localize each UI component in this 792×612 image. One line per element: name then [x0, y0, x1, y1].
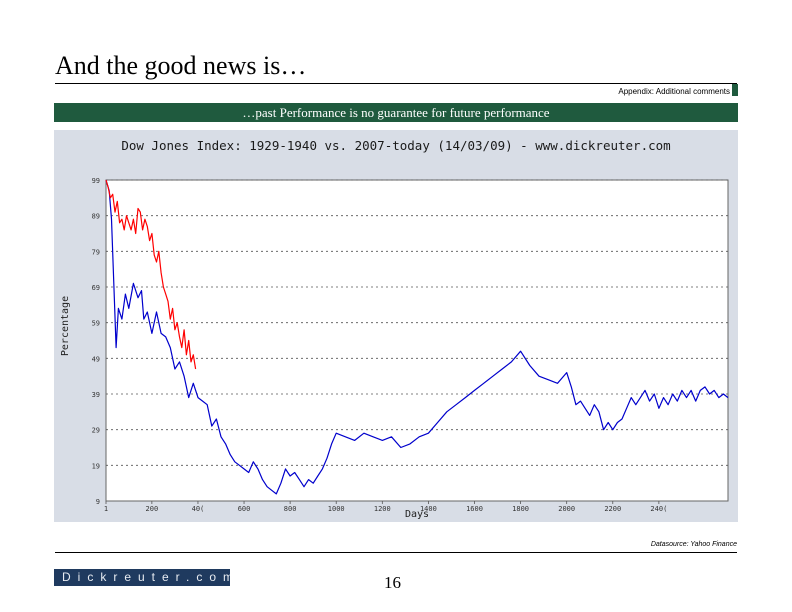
y-tick-label: 99: [92, 177, 100, 185]
title-rule: [55, 83, 737, 84]
series-line-2007-today: [105, 179, 729, 495]
page-number: 16: [384, 573, 401, 592]
x-tick-label: 40(: [192, 505, 205, 513]
x-tick-label: 600: [238, 505, 251, 513]
dow-jones-chart: Dow Jones Index: 1929-1940 vs. 2007-toda…: [54, 130, 738, 522]
chart-svg: Dow Jones Index: 1929-1940 vs. 2007-toda…: [60, 138, 729, 520]
appendix-marker: [732, 84, 738, 96]
x-tick-label: 1000: [328, 505, 345, 513]
appendix-label: Appendix: Additional comments: [618, 87, 730, 96]
y-axis-label: Percentage: [60, 296, 71, 356]
x-tick-label: 1600: [466, 505, 483, 513]
x-tick-label: 1200: [374, 505, 391, 513]
x-axis-label: Days: [405, 509, 429, 520]
plot-area: [105, 179, 729, 502]
x-tick-label: 1: [104, 505, 108, 513]
y-tick-label: 19: [92, 462, 100, 470]
chart-title: Dow Jones Index: 1929-1940 vs. 2007-toda…: [121, 138, 670, 153]
dickreuter-logo: Dickreuter.com: [54, 569, 230, 586]
x-tick-label: 2200: [604, 505, 621, 513]
grid-lines: [106, 179, 728, 466]
subtitle-banner: …past Performance is no guarantee for fu…: [54, 103, 738, 122]
y-tick-label: 69: [92, 284, 100, 292]
x-tick-label: 1800: [512, 505, 529, 513]
data-source: Datasource: Yahoo Finance: [650, 541, 737, 548]
x-tick-label: 800: [284, 505, 297, 513]
x-tick-label: 2000: [558, 505, 575, 513]
x-tick-label: 1400: [420, 505, 437, 513]
y-tick-label: 49: [92, 355, 100, 363]
y-tick-label: 79: [92, 248, 100, 256]
y-tick-label: 39: [92, 391, 100, 399]
y-tick-label: 59: [92, 320, 100, 328]
bottom-rule: [55, 552, 737, 553]
y-tick-label: 29: [92, 427, 100, 435]
series-lines: [105, 179, 729, 495]
x-tick-label: 240(: [650, 505, 667, 513]
y-tick-label: 89: [92, 213, 100, 221]
series-line-1929-1940: [105, 179, 197, 370]
slide-title: And the good news is…: [55, 51, 307, 80]
y-tick-label: 9: [96, 498, 100, 506]
x-tick-label: 200: [146, 505, 159, 513]
